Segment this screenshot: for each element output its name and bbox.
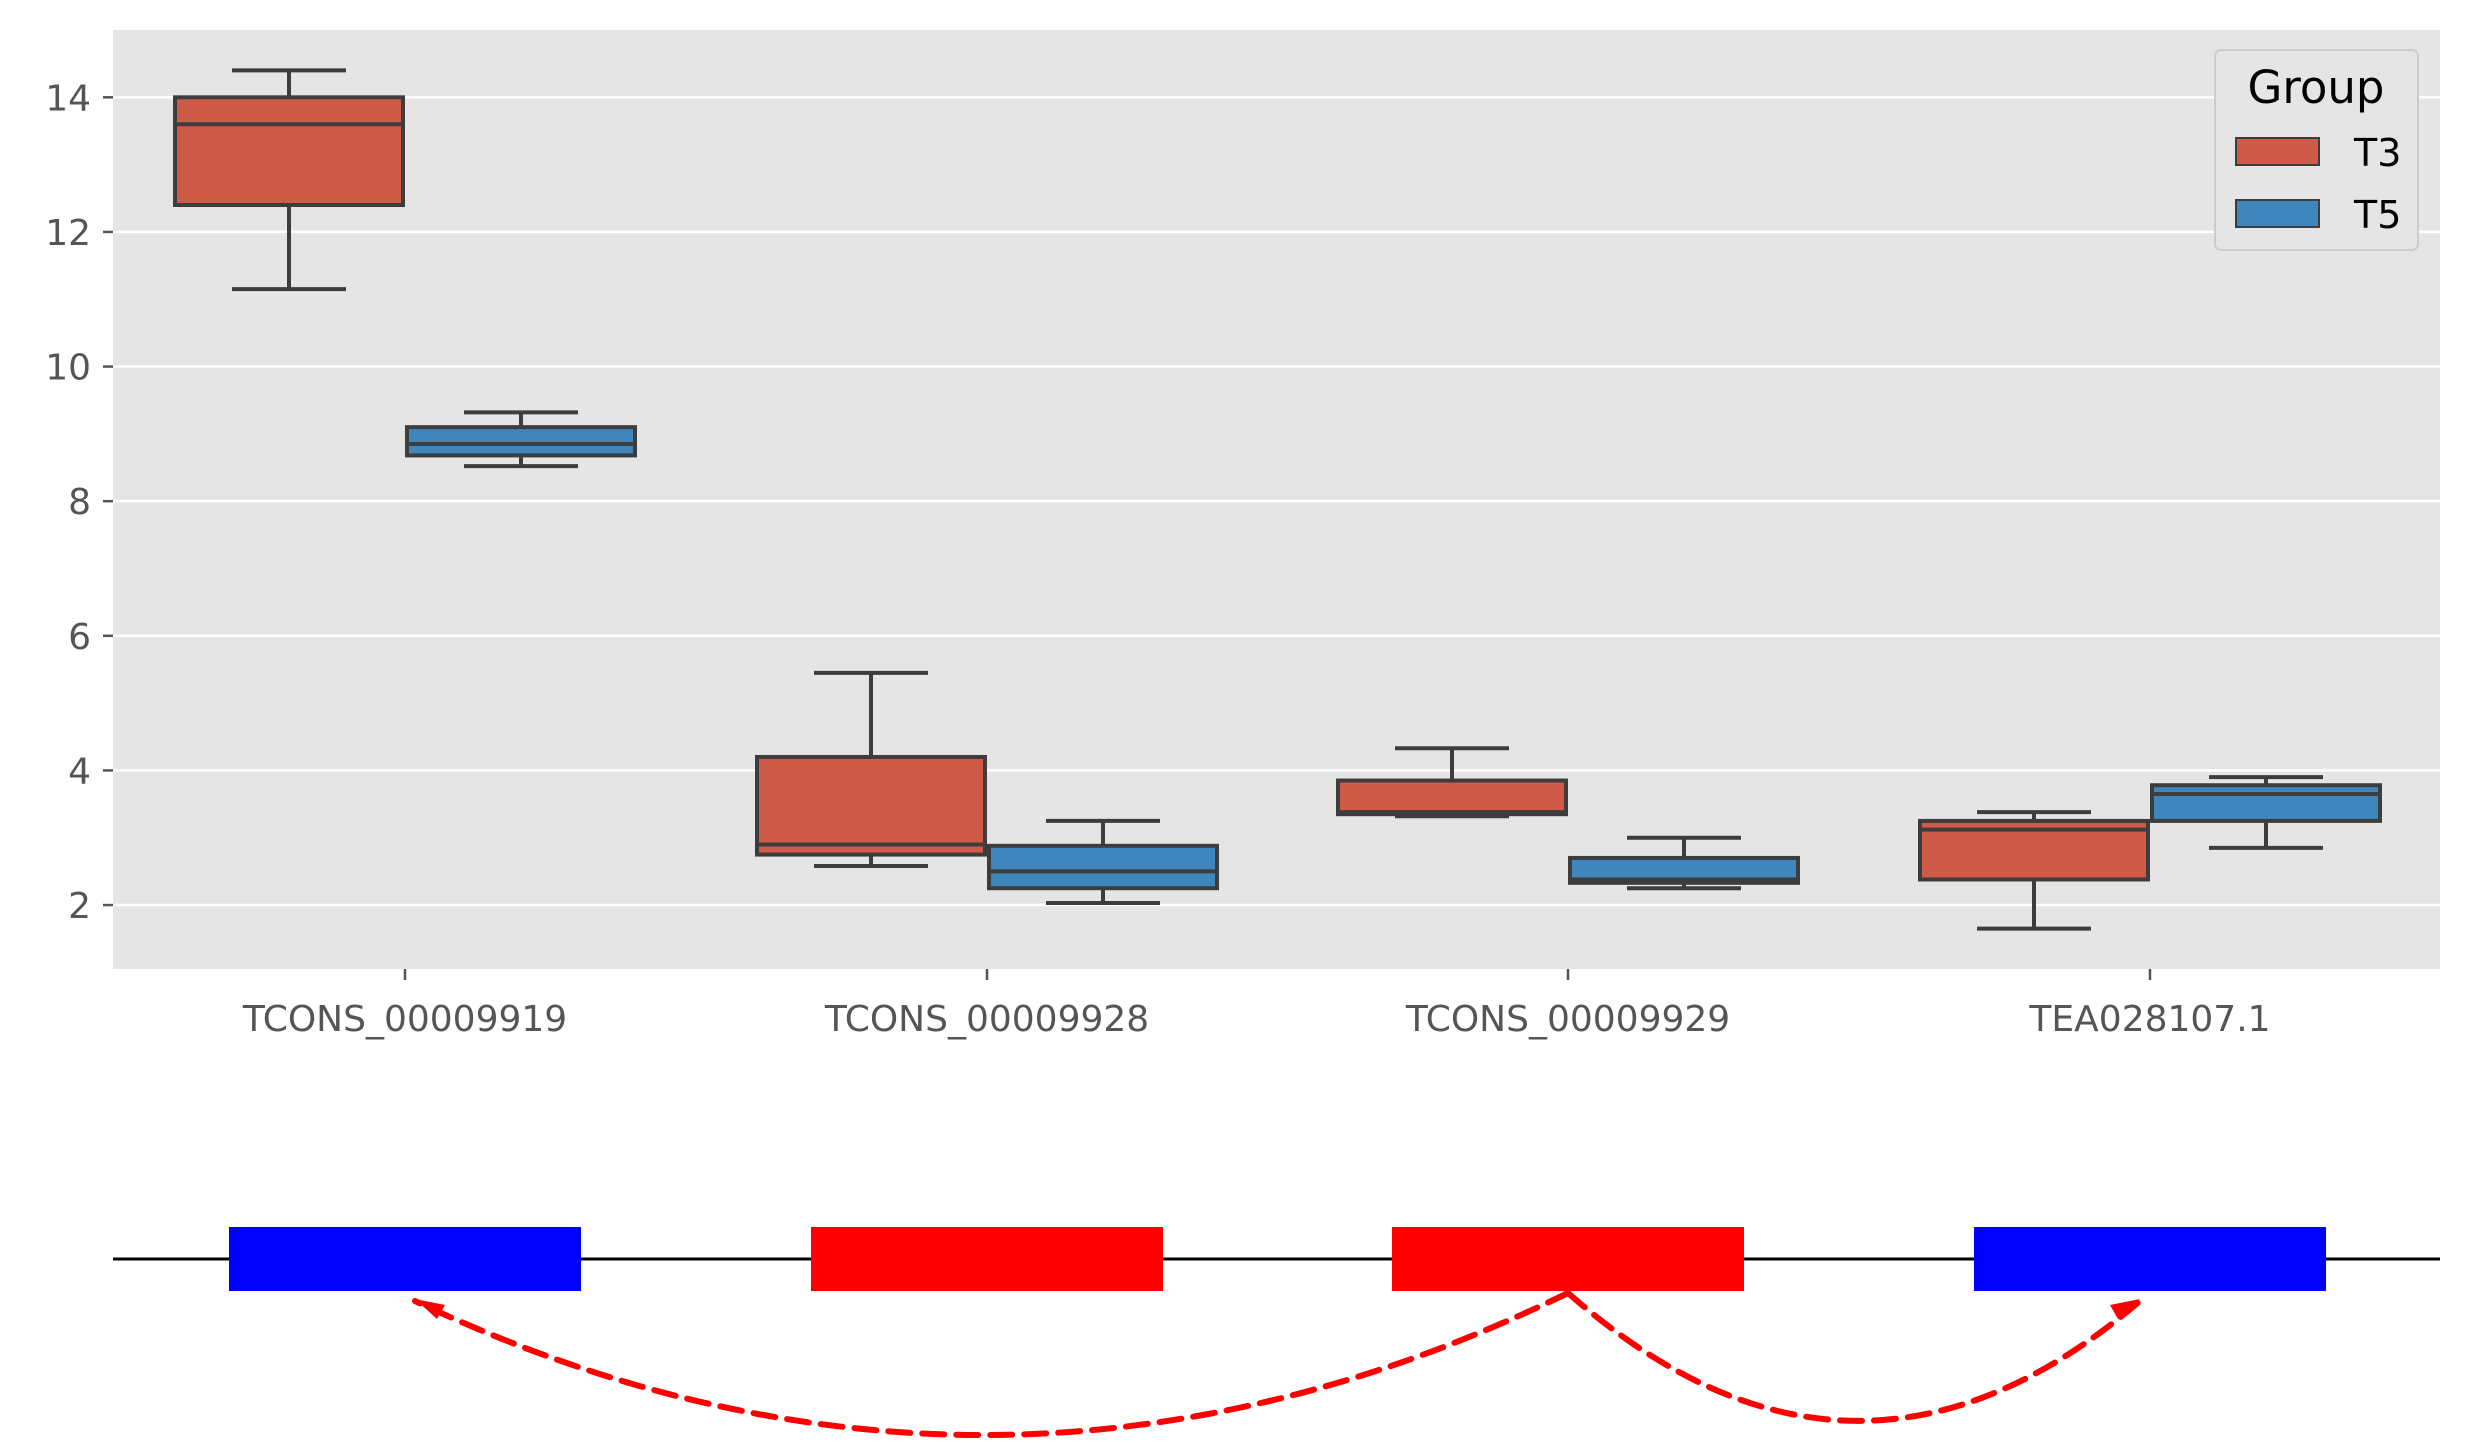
y-axis: 2 4 6 8 10 12 14 bbox=[45, 78, 113, 927]
box-body bbox=[405, 425, 637, 458]
transcript-diagram bbox=[113, 1227, 2440, 1438]
segment-3 bbox=[1974, 1227, 2326, 1291]
box-t3-0 bbox=[173, 68, 405, 292]
y-tick-label: 14 bbox=[45, 78, 91, 119]
box-t3-2 bbox=[1336, 746, 1568, 819]
arrowhead-1 bbox=[2110, 1299, 2140, 1319]
x-axis: TCONS_00009919 TCONS_00009928 TCONS_000099… bbox=[242, 969, 2271, 1040]
legend-swatch-t5 bbox=[2235, 199, 2320, 228]
y-tick-label: 10 bbox=[45, 348, 91, 389]
arrow-0 bbox=[412, 1290, 1571, 1438]
y-tick-label: 4 bbox=[68, 751, 91, 792]
x-tick-label: TCONS_00009928 bbox=[824, 999, 1149, 1040]
box-series bbox=[173, 68, 2382, 931]
box-t5-1 bbox=[987, 818, 1219, 906]
legend-title: Group bbox=[2248, 61, 2385, 114]
legend-label-t5: T5 bbox=[2353, 193, 2401, 237]
box-t3-3 bbox=[1918, 810, 2150, 931]
arrowhead-0 bbox=[415, 1299, 445, 1319]
box-t5-2 bbox=[1568, 835, 1800, 891]
y-tick-label: 8 bbox=[68, 482, 91, 523]
y-tick-label: 6 bbox=[68, 617, 91, 658]
x-tick-label: TCONS_00009919 bbox=[242, 999, 567, 1040]
segment-1 bbox=[811, 1227, 1163, 1291]
box-body bbox=[987, 843, 1219, 891]
box-body bbox=[1336, 778, 1568, 817]
legend: Group T3 T5 bbox=[2214, 49, 2419, 251]
y-tick-label: 2 bbox=[68, 886, 91, 927]
box-t5-0 bbox=[405, 410, 637, 469]
gridlines bbox=[113, 96, 2440, 907]
legend-swatch-t3 bbox=[2235, 137, 2320, 166]
box-t5-3 bbox=[2150, 775, 2382, 850]
y-tick-label: 12 bbox=[45, 213, 91, 254]
splicing-arrows bbox=[412, 1290, 2143, 1438]
transcript-segments bbox=[229, 1227, 2326, 1291]
x-tick-label: TCONS_00009929 bbox=[1405, 999, 1730, 1040]
box-body bbox=[173, 95, 405, 208]
box-t3-1 bbox=[755, 670, 987, 869]
segment-0 bbox=[229, 1227, 581, 1291]
arrow-1 bbox=[1565, 1290, 2143, 1424]
segment-2 bbox=[1392, 1227, 1744, 1291]
x-tick-label: TEA028107.1 bbox=[2028, 999, 2270, 1040]
box-body bbox=[2150, 783, 2382, 823]
box-body bbox=[755, 754, 987, 857]
legend-label-t3: T3 bbox=[2353, 131, 2401, 175]
